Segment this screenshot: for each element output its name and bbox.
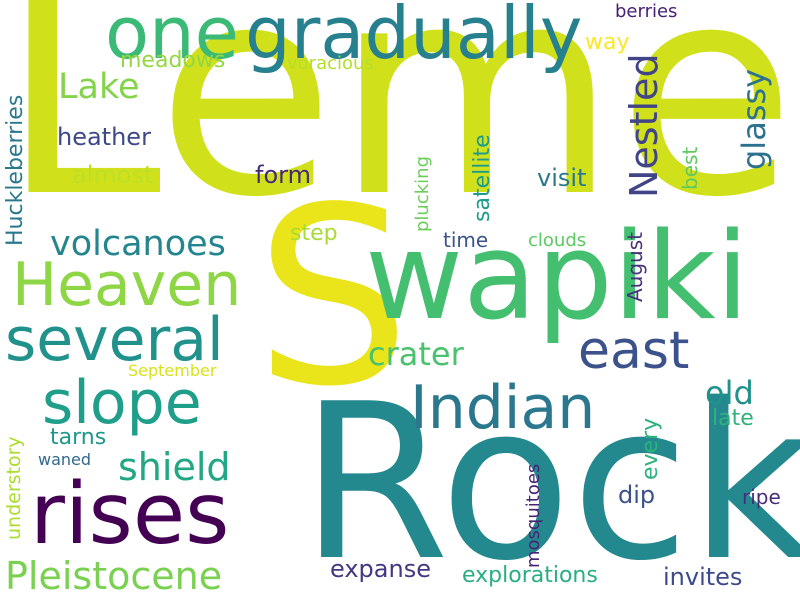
word-wapiki: wapiki: [365, 208, 750, 347]
word-september: September: [128, 361, 217, 380]
word-tarns: tarns: [50, 425, 107, 450]
word-heaven: Heaven: [12, 250, 242, 320]
word-gradually: gradually: [245, 0, 583, 75]
word-dip: dip: [618, 481, 656, 509]
word-visit: visit: [537, 164, 587, 192]
word-lemei: Lemei: [0, 0, 800, 261]
word-explorations: explorations: [462, 563, 598, 588]
word-rises: rises: [30, 465, 230, 564]
word-volcanoes: volcanoes: [50, 224, 226, 264]
word-clouds: clouds: [528, 230, 587, 251]
word-august: August: [623, 232, 647, 302]
word-expanse: expanse: [330, 555, 431, 583]
word-plucking: plucking: [412, 156, 433, 232]
word-late: late: [712, 406, 754, 431]
word-rock: Rock: [300, 357, 800, 608]
word-berries: berries: [615, 1, 678, 22]
word-huckleberries: Huckleberries: [3, 94, 28, 246]
word-pleistocene: Pleistocene: [5, 554, 223, 598]
word-best: best: [678, 146, 702, 190]
word-nestled: Nestled: [622, 53, 666, 198]
word-almost: almost: [72, 161, 154, 189]
word-way: way: [585, 30, 630, 55]
word-lake: Lake: [58, 67, 140, 107]
word-step: step: [290, 221, 338, 246]
word-shield: shield: [118, 445, 231, 489]
word-crater: crater: [368, 335, 464, 373]
word-meadows: meadows: [120, 48, 226, 73]
word-old: old: [705, 374, 754, 412]
word-form: form: [255, 161, 311, 189]
word-slope: slope: [42, 368, 202, 438]
word-heather: heather: [57, 123, 151, 151]
word-several: several: [5, 305, 224, 375]
word-every: every: [638, 417, 663, 480]
word-s: S: [255, 155, 411, 440]
word-waned: waned: [38, 450, 92, 469]
word-time: time: [443, 228, 489, 252]
word-voracious: voracious: [287, 53, 374, 74]
word-indian: Indian: [410, 373, 596, 443]
word-glassy: glassy: [735, 68, 773, 170]
word-satellite: satellite: [470, 134, 495, 222]
word-one: one: [105, 0, 239, 75]
word-mosquitoes: mosquitoes: [523, 463, 544, 568]
word-understory: understory: [3, 436, 25, 540]
word-east: east: [578, 321, 690, 381]
word-invites: invites: [663, 563, 743, 591]
word-ripe: ripe: [742, 485, 781, 509]
